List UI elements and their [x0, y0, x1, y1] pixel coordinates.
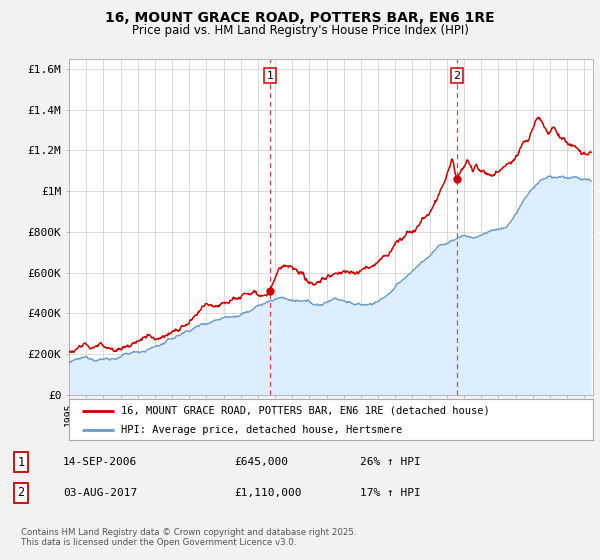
- Text: £1,110,000: £1,110,000: [234, 488, 302, 498]
- Text: 1: 1: [17, 455, 25, 469]
- Text: £645,000: £645,000: [234, 457, 288, 467]
- Text: 2: 2: [454, 71, 461, 81]
- Text: 16, MOUNT GRACE ROAD, POTTERS BAR, EN6 1RE: 16, MOUNT GRACE ROAD, POTTERS BAR, EN6 1…: [105, 11, 495, 25]
- Text: 2: 2: [17, 486, 25, 500]
- Text: 17% ↑ HPI: 17% ↑ HPI: [360, 488, 421, 498]
- Text: 1: 1: [266, 71, 274, 81]
- Text: HPI: Average price, detached house, Hertsmere: HPI: Average price, detached house, Hert…: [121, 424, 403, 435]
- Text: 03-AUG-2017: 03-AUG-2017: [63, 488, 137, 498]
- Text: Contains HM Land Registry data © Crown copyright and database right 2025.
This d: Contains HM Land Registry data © Crown c…: [21, 528, 356, 547]
- Text: 14-SEP-2006: 14-SEP-2006: [63, 457, 137, 467]
- Text: 16, MOUNT GRACE ROAD, POTTERS BAR, EN6 1RE (detached house): 16, MOUNT GRACE ROAD, POTTERS BAR, EN6 1…: [121, 405, 490, 416]
- Text: 26% ↑ HPI: 26% ↑ HPI: [360, 457, 421, 467]
- Text: Price paid vs. HM Land Registry's House Price Index (HPI): Price paid vs. HM Land Registry's House …: [131, 24, 469, 37]
